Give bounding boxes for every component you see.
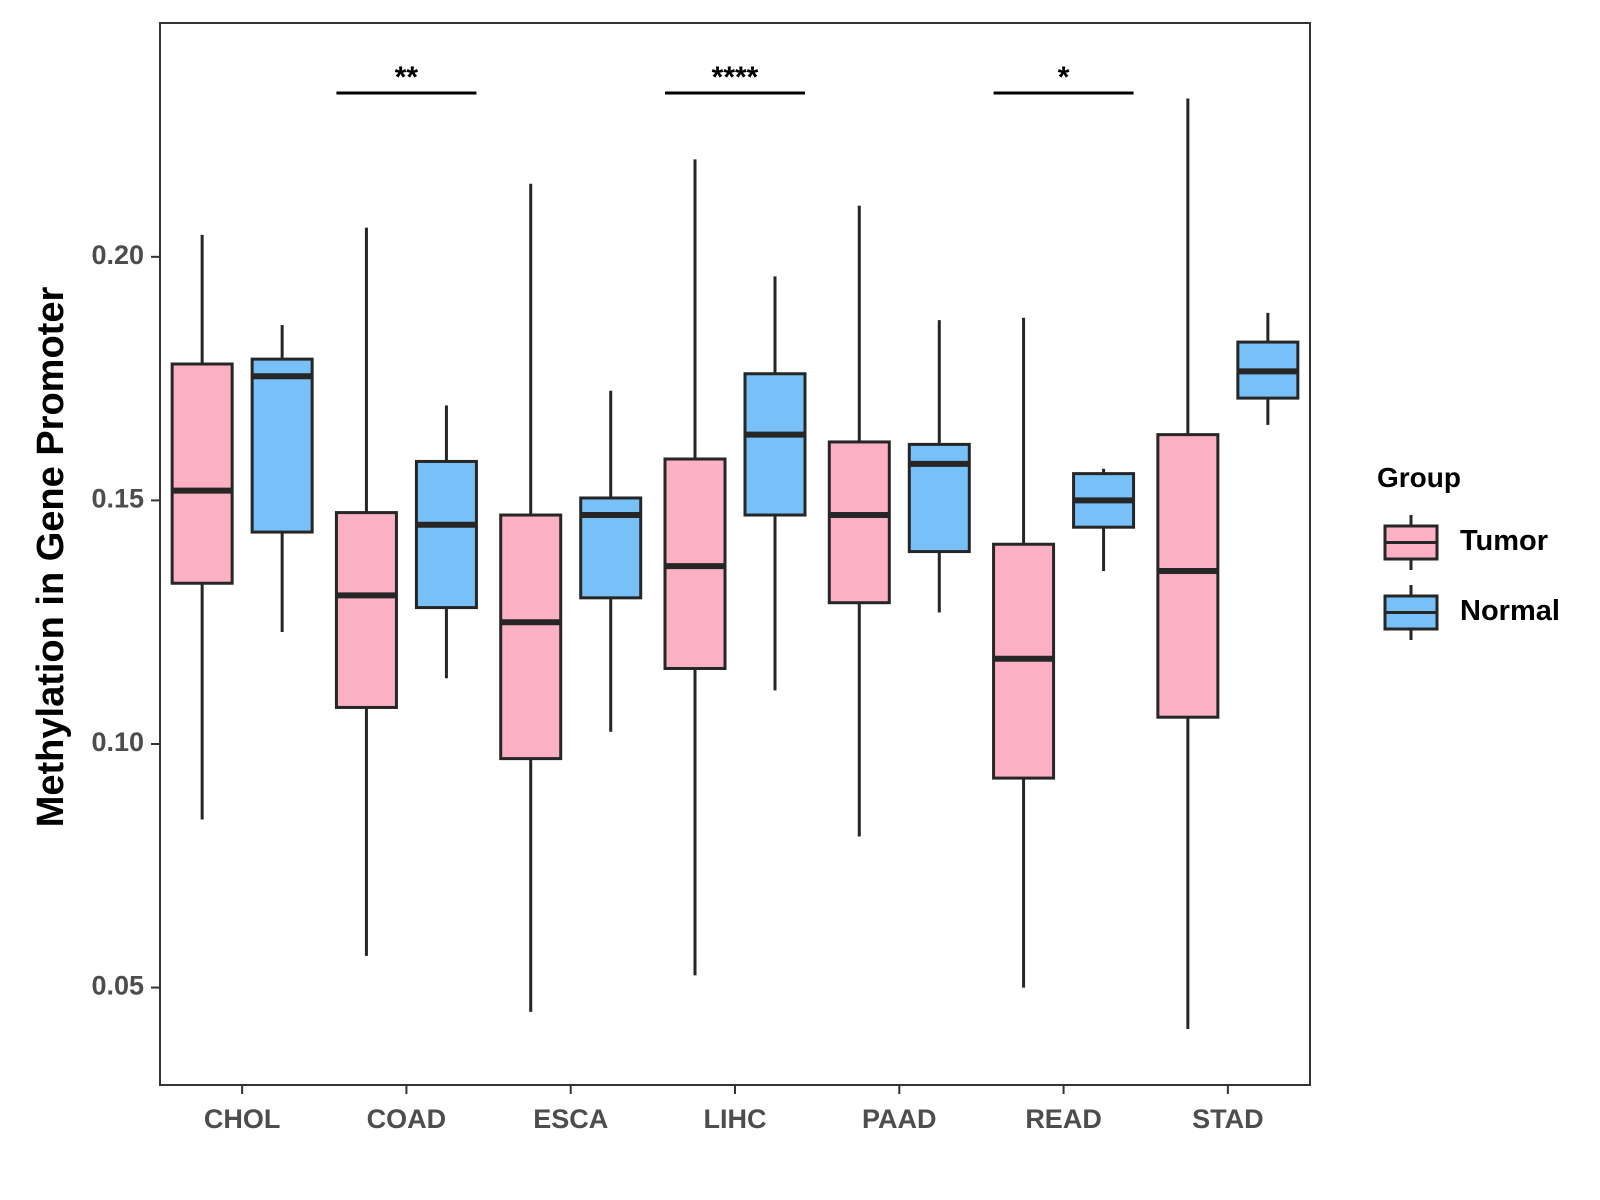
significance-label: *: [1058, 61, 1070, 94]
box-body: [170, 362, 234, 585]
box-body: [334, 511, 398, 709]
x-tick-label: ESCA: [533, 1104, 608, 1134]
plot-panel: [159, 22, 1311, 1086]
box-normal-read: [1072, 468, 1136, 572]
box-tumor-stad: [1156, 98, 1220, 1029]
legend-key-normal: Normal: [1383, 585, 1560, 640]
y-axis: 0.05 0.10 0.15 0.20: [91, 240, 160, 1001]
box-tumor-chol: [170, 234, 234, 820]
box-normal-coad: [414, 405, 478, 679]
box-normal-esca: [579, 390, 643, 732]
box-tumor-paad: [827, 205, 891, 837]
box-tumor-lihc: [663, 159, 727, 976]
y-tick-label: 0.15: [91, 484, 144, 514]
x-tick-label: READ: [1025, 1104, 1102, 1134]
x-tick-label: LIHC: [704, 1104, 767, 1134]
x-tick-label: CHOL: [204, 1104, 281, 1134]
x-tick-label: PAAD: [862, 1104, 937, 1134]
x-axis: CHOL COAD ESCA LIHC PAAD READ STAD: [204, 1085, 1264, 1134]
box-body: [414, 459, 478, 610]
boxes-layer: [170, 98, 1300, 1029]
box-body: [1156, 433, 1220, 719]
box-normal-lihc: [743, 276, 807, 691]
y-tick-label: 0.10: [91, 727, 144, 757]
significance-coad: **: [336, 61, 477, 95]
y-tick-label: 0.20: [91, 240, 144, 270]
x-tick-label: COAD: [367, 1104, 447, 1134]
legend-label: Tumor: [1460, 525, 1548, 557]
box-body: [250, 357, 314, 534]
significance-read: *: [993, 61, 1134, 95]
legend-keys: Tumor Normal: [1383, 515, 1560, 640]
legend-title: Group: [1377, 462, 1461, 493]
box-body: [827, 440, 891, 605]
box-body: [499, 513, 563, 761]
box-normal-chol: [250, 325, 314, 632]
box-normal-paad: [907, 320, 971, 613]
x-tick-label: STAD: [1192, 1104, 1264, 1134]
significance-layer: ** **** *: [336, 61, 1134, 95]
legend-key-tumor: Tumor: [1383, 515, 1548, 570]
box-body: [907, 442, 971, 554]
box-tumor-coad: [334, 227, 398, 956]
box-tumor-read: [992, 317, 1056, 988]
y-tick-label: 0.05: [91, 971, 144, 1001]
box-normal-stad: [1236, 312, 1300, 425]
box-body: [743, 372, 807, 517]
significance-lihc: ****: [665, 61, 805, 95]
box-tumor-esca: [499, 183, 563, 1012]
significance-label: **: [395, 61, 419, 94]
significance-label: ****: [712, 61, 759, 94]
y-axis-title: Methylation in Gene Promoter: [30, 287, 72, 828]
legend-label: Normal: [1460, 595, 1560, 627]
legend: Group Tumor Normal: [1377, 462, 1560, 640]
